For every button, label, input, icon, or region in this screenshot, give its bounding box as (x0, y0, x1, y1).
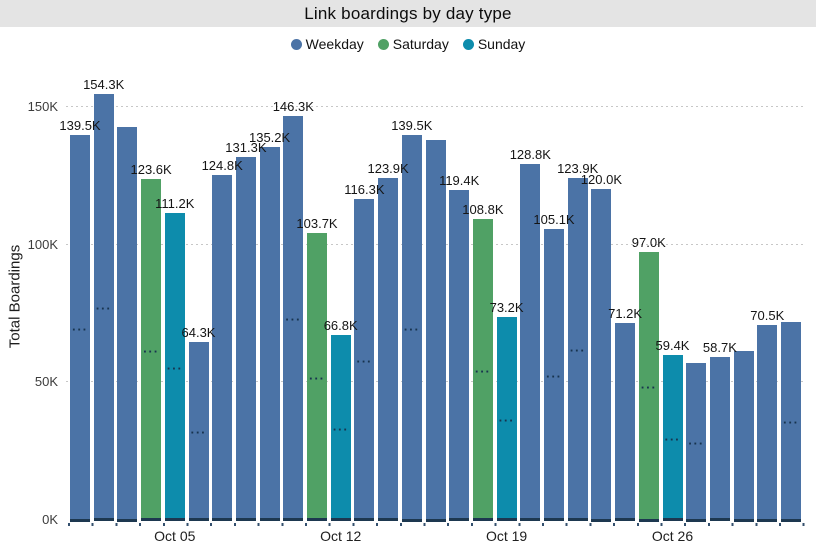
bar-inner-ellipsis-oct-25: ··· (640, 380, 657, 396)
bar-inner-ellipsis-oct-05: ··· (166, 360, 183, 376)
bar-value-label-oct-12: 66.8K (323, 317, 358, 333)
bar-value-label-oct-21: 105.1K (533, 212, 575, 228)
bar-inner-ellipsis-oct-11: ··· (309, 370, 325, 386)
legend-swatch-saturday-icon (377, 38, 389, 50)
bar-oct-07[interactable] (212, 175, 233, 522)
bar-oct-19[interactable] (496, 317, 517, 522)
bar-inner-ellipsis-oct-18: ··· (474, 363, 491, 379)
bar-value-label-oct-11: 103.7K (296, 216, 338, 232)
bar-oct-06[interactable] (188, 341, 209, 522)
bar-oct-22[interactable] (567, 177, 588, 522)
bar-value-label-oct-08: 131.3K (225, 140, 267, 156)
bar-oct-05[interactable] (164, 212, 185, 522)
chart-title: Link boardings by day type (304, 3, 512, 23)
bar-oct-26[interactable] (662, 355, 683, 522)
bar-value-label-oct-25: 97.0K (631, 234, 666, 250)
y-tick-label-50k: 50K (34, 374, 58, 389)
bar-oct-10[interactable] (283, 116, 304, 522)
bar-inner-ellipsis-oct-15: ··· (403, 321, 420, 337)
bar-value-label-oct-20: 128.8K (509, 147, 551, 163)
bar-oct-11[interactable] (307, 233, 327, 522)
bar-oct-16[interactable] (425, 140, 446, 522)
bar-oct-04[interactable] (141, 178, 162, 522)
y-tick-label-150k: 150K (27, 99, 58, 114)
bar-oct-28[interactable] (709, 357, 730, 522)
bar-oct-01[interactable] (70, 134, 90, 522)
bar-oct-24[interactable] (615, 322, 636, 522)
bar-value-label-oct-30: 70.5K (750, 307, 785, 323)
bar-inner-ellipsis-oct-21: ··· (546, 368, 562, 384)
bar-value-label-oct-13: 116.3K (344, 181, 385, 197)
bar-inner-ellipsis-oct-26: ··· (664, 431, 681, 447)
legend-item-saturday[interactable]: Saturday (377, 36, 449, 52)
bar-value-label-oct-28: 58.7K (702, 340, 737, 356)
bar-inner-ellipsis-oct-13: ··· (356, 353, 373, 369)
x-tick-label-oct-19: Oct 19 (485, 528, 528, 544)
bar-value-label-oct-22: 123.9K (557, 160, 599, 176)
bar-value-label-oct-09: 135.2K (248, 129, 291, 145)
bar-inner-ellipsis-oct-22: ··· (569, 343, 586, 359)
legend-item-sunday[interactable]: Sunday (462, 36, 526, 52)
y-tick-label-100k: 100K (27, 236, 58, 252)
legend: Weekday Saturday Sunday (0, 33, 816, 55)
bar-value-label-oct-04: 123.6K (130, 161, 172, 177)
x-tick-label-oct-26: Oct 26 (651, 528, 694, 544)
bar-oct-27[interactable] (686, 363, 707, 522)
x-tick-label-oct-12: Oct 12 (320, 528, 362, 544)
bar-value-label-oct-10: 146.3K (272, 99, 314, 115)
bar-inner-ellipsis-oct-12: ··· (332, 421, 349, 437)
bar-value-label-oct-01: 139.5K (59, 117, 101, 133)
bar-oct-31[interactable] (781, 321, 801, 522)
legend-swatch-sunday-icon (462, 38, 474, 50)
bar-value-label-oct-23: 120.0K (580, 171, 622, 187)
y-tick-label-0k: 0K (42, 511, 58, 527)
bar-oct-14[interactable] (378, 177, 399, 522)
bar-inner-ellipsis-oct-31: ··· (783, 415, 799, 431)
bar-value-label-oct-05: 111.2K (155, 195, 195, 211)
bar-inner-ellipsis-oct-02: ··· (95, 301, 112, 317)
bar-oct-12[interactable] (330, 334, 351, 522)
legend-label-saturday: Saturday (392, 36, 449, 52)
bar-inner-ellipsis-oct-27: ··· (688, 435, 705, 451)
bar-value-label-oct-15: 139.5K (391, 117, 433, 133)
bar-value-label-oct-24: 71.2K (608, 305, 643, 321)
bar-value-label-oct-02: 154.3K (83, 77, 125, 93)
bar-oct-25[interactable] (638, 251, 659, 522)
bar-inner-ellipsis-oct-01: ··· (72, 321, 88, 337)
bar-value-label-oct-17: 119.4K (439, 173, 480, 189)
bar-inner-ellipsis-oct-19: ··· (498, 412, 515, 428)
chart-title-bar: Link boardings by day type (0, 0, 816, 27)
bar-oct-02[interactable] (93, 94, 114, 522)
legend-label-weekday: Weekday (305, 36, 364, 52)
bar-oct-15[interactable] (401, 134, 422, 522)
bar-inner-ellipsis-oct-04: ··· (143, 343, 160, 359)
bar-value-label-oct-18: 108.8K (462, 202, 504, 218)
bar-oct-21[interactable] (544, 229, 564, 522)
legend-item-weekday[interactable]: Weekday (290, 36, 364, 52)
bar-oct-29[interactable] (733, 350, 754, 522)
bar-oct-20[interactable] (520, 164, 541, 522)
legend-swatch-weekday-icon (290, 38, 302, 50)
bar-value-label-oct-19: 73.2K (489, 300, 524, 316)
bar-oct-30[interactable] (757, 324, 778, 522)
bar-oct-13[interactable] (354, 198, 375, 522)
x-tick-label-oct-05: Oct 05 (154, 528, 196, 544)
bar-value-label-oct-26: 59.4K (655, 338, 690, 354)
bar-oct-23[interactable] (591, 188, 612, 522)
bar-value-label-oct-14: 123.9K (367, 160, 409, 176)
bar-value-label-oct-07: 124.8K (201, 158, 243, 174)
legend-label-sunday: Sunday (477, 36, 526, 52)
bar-value-label-oct-06: 64.3K (181, 324, 216, 340)
bar-oct-09[interactable] (259, 146, 280, 522)
x-axis-tick-marks (66, 523, 806, 526)
bar-oct-03[interactable] (117, 126, 138, 522)
bar-oct-17[interactable] (449, 190, 470, 522)
bar-oct-18[interactable] (472, 219, 493, 522)
bar-inner-ellipsis-oct-06: ··· (190, 425, 207, 441)
gridline-150k (66, 106, 806, 107)
bar-oct-08[interactable] (235, 157, 256, 522)
bar-inner-ellipsis-oct-10: ··· (285, 312, 302, 328)
